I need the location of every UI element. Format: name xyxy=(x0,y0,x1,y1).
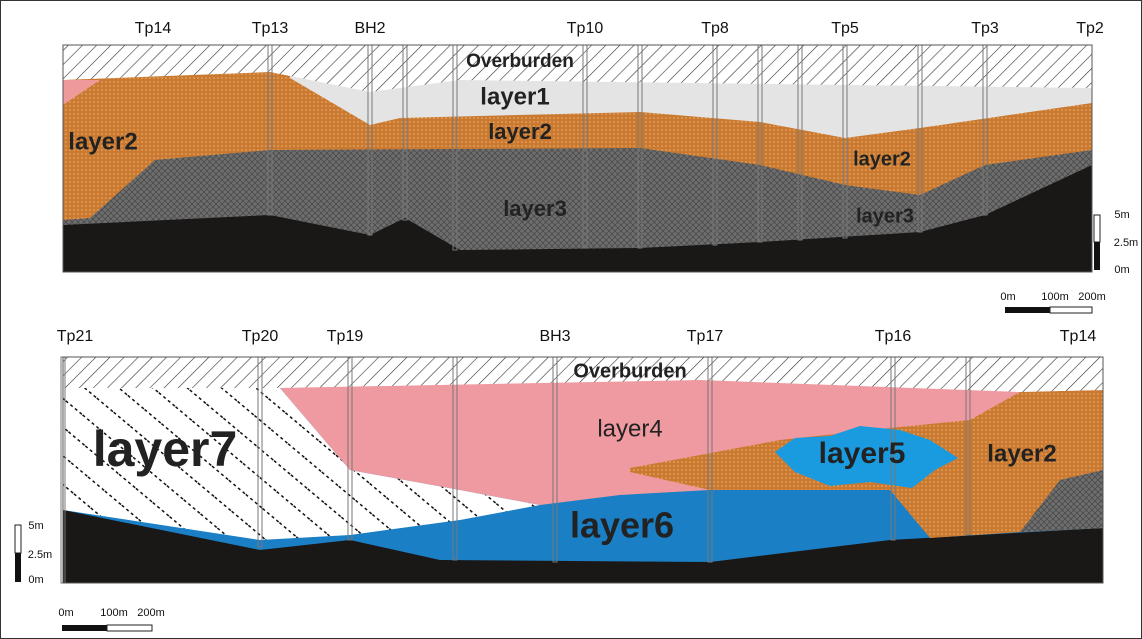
scale-label: 0m xyxy=(1114,264,1129,276)
boreholes xyxy=(60,356,1104,584)
section-frame xyxy=(62,44,1093,273)
layer-label: layer5 xyxy=(819,437,906,470)
borehole-label: BH3 xyxy=(539,328,570,345)
section-frame xyxy=(62,356,1104,584)
layer-label: layer7 xyxy=(93,421,238,477)
horizontal-scale xyxy=(62,624,153,632)
horizontal-scale xyxy=(1005,306,1093,314)
borehole-label: Tp14 xyxy=(1060,328,1097,345)
borehole-label: Tp3 xyxy=(971,20,999,37)
borehole-label: Tp17 xyxy=(687,328,724,345)
scale-label: 2.5m xyxy=(1114,237,1138,249)
layer-label: layer1 xyxy=(480,83,549,110)
layer-label: Overburden xyxy=(466,51,574,72)
layer-label: layer2 xyxy=(488,119,552,144)
scale-label: 0m xyxy=(58,607,73,619)
pink-corner xyxy=(63,80,100,105)
layer5-area xyxy=(775,426,958,488)
layer3-area xyxy=(1020,470,1103,532)
section-2: Tp21 Tp20 Tp19 BH3 Tp17 Tp16 Tp14 Overbu… xyxy=(14,328,1104,632)
layer-label: layer4 xyxy=(597,415,662,442)
scale-label: 200m xyxy=(137,607,165,619)
borehole-label: Tp13 xyxy=(252,20,289,37)
overburden-area xyxy=(63,45,1092,92)
layer7-area xyxy=(63,357,540,540)
vertical-scale xyxy=(1093,214,1101,270)
scale-label: 5m xyxy=(1114,209,1129,221)
borehole-label: BH2 xyxy=(354,20,385,37)
borehole-label: Tp16 xyxy=(875,328,912,345)
scale-label: 2.5m xyxy=(28,549,52,561)
scale-label: 200m xyxy=(1078,291,1106,303)
scale-label: 0m xyxy=(28,574,43,586)
layer-label: layer6 xyxy=(570,505,674,546)
layer-label: layer3 xyxy=(503,196,567,221)
section-1: Tp14 Tp13 BH2 Tp10 Tp8 Tp5 Tp3 Tp2 Overb… xyxy=(62,20,1138,314)
borehole-label: Tp20 xyxy=(242,328,279,345)
layer-label: Overburden xyxy=(573,360,686,382)
vertical-scale xyxy=(14,524,22,582)
borehole-label: Tp2 xyxy=(1076,20,1104,37)
layer-label: layer2 xyxy=(853,148,911,170)
layer-label: layer2 xyxy=(68,128,137,155)
layer-label: layer3 xyxy=(856,205,914,227)
borehole-label: Tp14 xyxy=(135,20,172,37)
boreholes xyxy=(62,44,1093,273)
overburden-area xyxy=(63,357,1103,392)
scale-label: 0m xyxy=(1000,291,1015,303)
scale-label: 100m xyxy=(100,607,128,619)
borehole-label: Tp19 xyxy=(327,328,364,345)
scale-label: 5m xyxy=(28,520,43,532)
borehole-label: Tp10 xyxy=(567,20,604,37)
borehole-label: Tp21 xyxy=(57,328,94,345)
borehole-label: Tp8 xyxy=(701,20,729,37)
scale-label: 100m xyxy=(1041,291,1069,303)
borehole-label: Tp5 xyxy=(831,20,859,37)
layer-label: layer2 xyxy=(987,440,1056,467)
